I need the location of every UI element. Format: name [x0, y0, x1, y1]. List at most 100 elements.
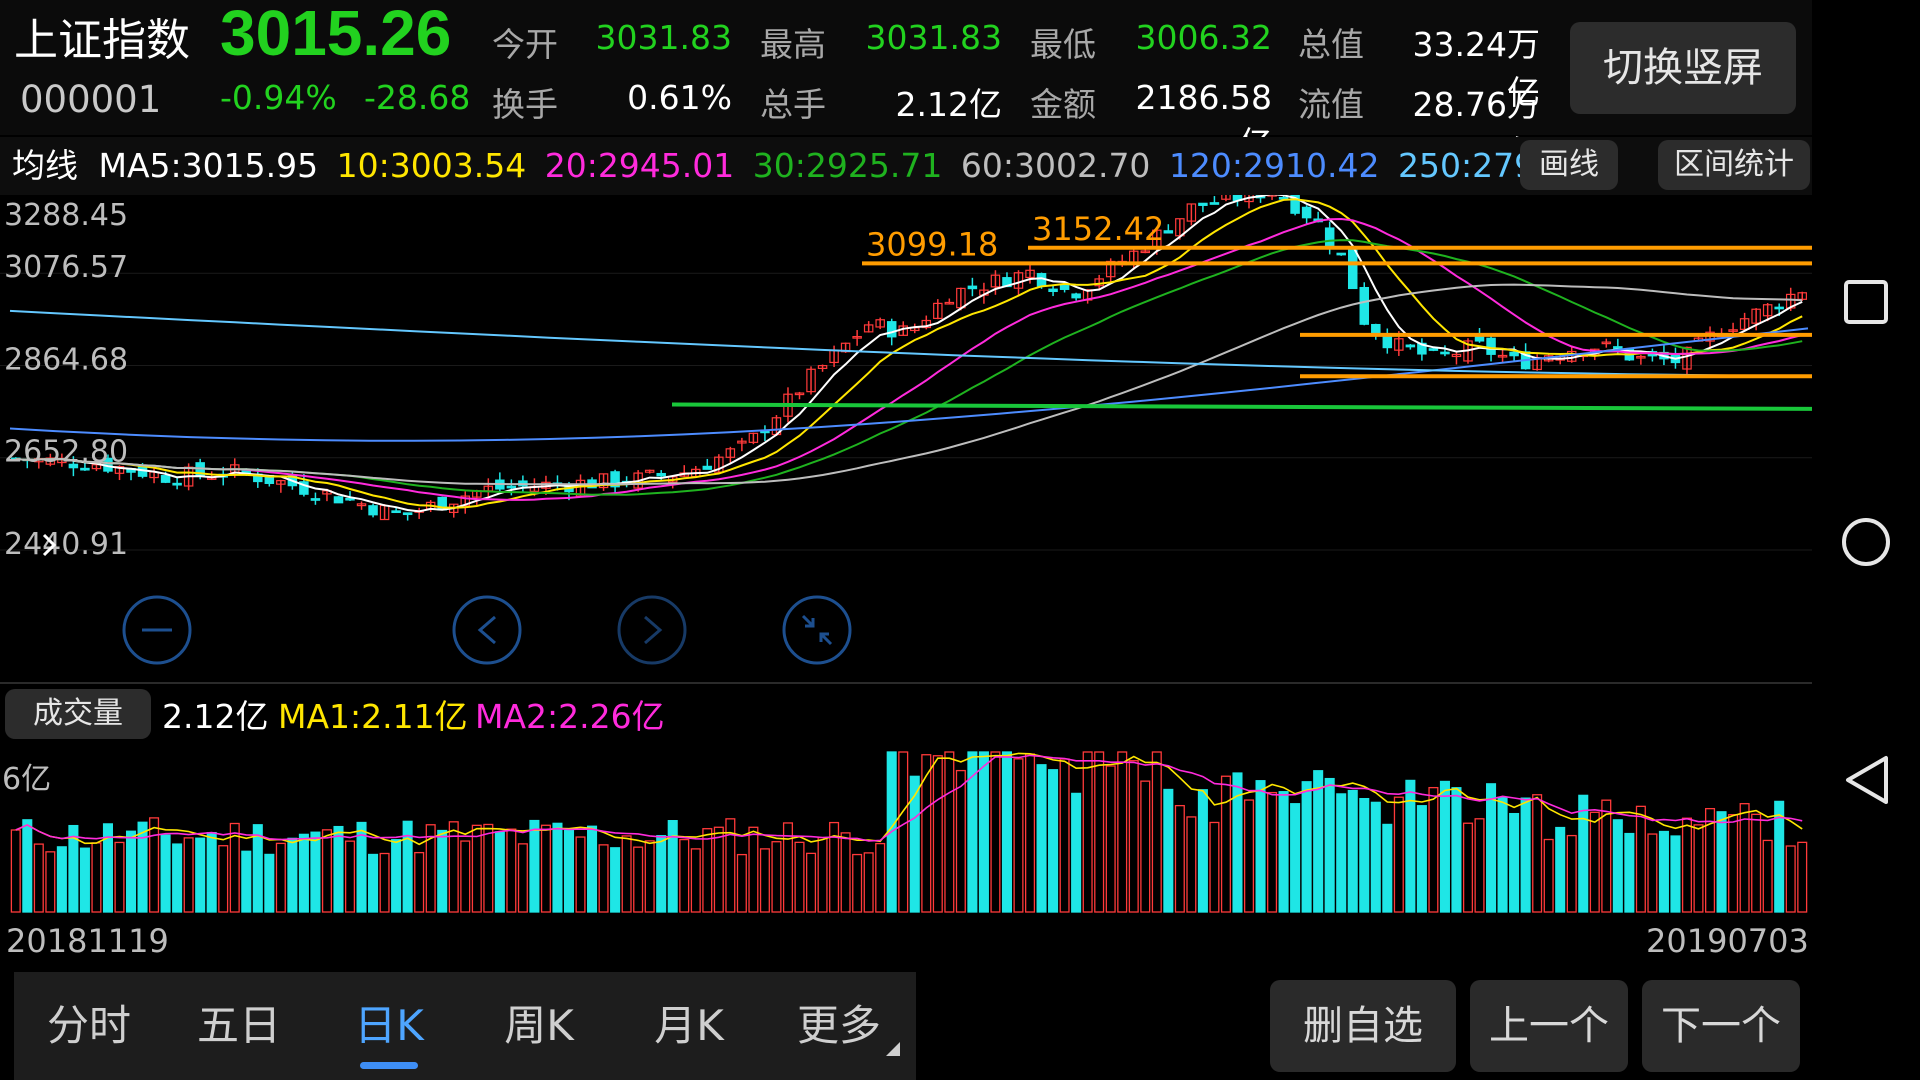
scroll-right-icon[interactable] [617, 595, 687, 665]
volume-bar [587, 825, 598, 913]
volume-bar [506, 828, 517, 913]
volume-bar [460, 840, 471, 913]
total-hands-label: 总手 [760, 85, 826, 124]
volume-bar [771, 841, 782, 913]
volume-bar [22, 819, 33, 913]
candle-body [1497, 354, 1508, 358]
volume-bar [1036, 764, 1047, 913]
volume-bar [944, 751, 955, 913]
candle-body [1440, 351, 1450, 355]
volume-bar [172, 843, 183, 913]
amount-label: 金额 [1030, 85, 1096, 124]
candle-body [80, 467, 90, 471]
draw-line-button[interactable]: 画线 [1520, 140, 1618, 190]
change-absolute: -28.68 [364, 78, 471, 117]
zoom-out-icon[interactable] [122, 595, 192, 665]
candle-body [944, 301, 955, 305]
volume-bar [1001, 751, 1012, 913]
volume-bar [1462, 822, 1474, 913]
total-hands-value: 2.12亿 [895, 85, 1002, 124]
candle-body [402, 512, 413, 516]
ma60-value: 60:3002.70 [960, 146, 1151, 185]
x-axis-start: 20181119 [6, 922, 169, 960]
volume-bar [967, 751, 978, 913]
candle-body [345, 497, 355, 501]
collapse-icon[interactable] [782, 595, 852, 665]
volume-bar [264, 853, 275, 913]
candle-body [1636, 355, 1646, 359]
volume-bar [679, 838, 690, 913]
annotation-3152: 3152.42 [1032, 210, 1164, 248]
candle-body [702, 465, 713, 470]
tab-weekly-k[interactable]: 周K [504, 1001, 574, 1050]
volume-bar [1278, 791, 1289, 913]
volume-indicator-button[interactable]: 成交量 [5, 689, 151, 739]
tab-intraday[interactable]: 分时 [46, 1001, 131, 1050]
candle-body [1186, 203, 1197, 222]
volume-bar [483, 823, 494, 913]
volume-bar [1370, 801, 1381, 913]
float-value-label: 流值 [1298, 85, 1364, 124]
switch-portrait-button[interactable]: 切换竖屏 [1570, 22, 1796, 114]
next-button[interactable]: 下一个 [1642, 980, 1800, 1072]
candle-body [1140, 250, 1151, 254]
volume-bar [1128, 760, 1139, 913]
volume-bar [852, 853, 863, 913]
volume-header [0, 685, 1812, 745]
index-code: 000001 [20, 78, 162, 121]
home-icon[interactable] [1840, 516, 1892, 568]
volume-bars [10, 751, 1808, 913]
volume-bar [1601, 799, 1612, 913]
volume-bar [218, 845, 229, 913]
total-value: 33.24万亿 [1412, 25, 1540, 112]
volume-bar [1439, 780, 1450, 913]
volume-bar [1220, 775, 1231, 913]
y-tick-label: 3076.57 [4, 250, 128, 285]
interval-stats-button[interactable]: 区间统计 [1658, 140, 1810, 190]
volume-bar [10, 829, 21, 913]
volume-bar [1751, 813, 1762, 913]
candle-body [68, 463, 79, 469]
volume-bar [1209, 821, 1220, 913]
previous-button[interactable]: 上一个 [1470, 980, 1628, 1072]
y-tick-label: 3288.45 [4, 198, 128, 233]
volume-bar [1082, 751, 1093, 913]
volume-bar [1612, 819, 1623, 913]
scroll-left-icon[interactable] [452, 595, 522, 665]
volume-bar [379, 852, 390, 913]
candle-body [1221, 195, 1231, 200]
volume-bar [1589, 811, 1600, 913]
volume-bar [1267, 791, 1278, 913]
recent-apps-icon[interactable] [1842, 278, 1890, 326]
volume-bar [736, 853, 747, 913]
annotation-3099: 3099.18 [866, 225, 998, 263]
tab-daily-k[interactable]: 日K [354, 1001, 424, 1050]
volume-bar [125, 830, 137, 913]
remove-favorite-button[interactable]: 删自选 [1270, 980, 1456, 1072]
volume-bar [1635, 805, 1646, 913]
back-icon[interactable] [1844, 754, 1890, 806]
volume-bar [1105, 765, 1116, 913]
volume-bar [1670, 835, 1681, 913]
kline-chart[interactable]: 3288.45 3076.57 2864.68 2652.80 2440.91 3099… [0, 195, 1812, 685]
volume-ma2: MA2:2.26亿 [475, 697, 665, 736]
volume-bar [713, 826, 724, 913]
open-label: 今开 [492, 25, 558, 64]
volume-bar [1739, 803, 1750, 913]
volume-bar [1347, 789, 1358, 913]
expand-left-icon[interactable] [42, 533, 57, 557]
tab-five-day[interactable]: 五日 [196, 1001, 281, 1050]
candle-body [1059, 285, 1070, 290]
tab-more[interactable]: 更多 [796, 1001, 881, 1050]
tab-monthly-k[interactable]: 月K [654, 1001, 724, 1050]
y-tick-label: 2864.68 [4, 343, 128, 378]
volume-bar [437, 829, 448, 913]
volume-bar [1705, 807, 1716, 913]
volume-bar [45, 851, 56, 913]
candle-body [990, 274, 1001, 288]
volume-bar [275, 842, 286, 913]
quote-header [0, 0, 1812, 135]
volume-ma-lines [15, 752, 1803, 846]
volume-bar [1785, 845, 1796, 913]
volume-bar [782, 822, 794, 913]
